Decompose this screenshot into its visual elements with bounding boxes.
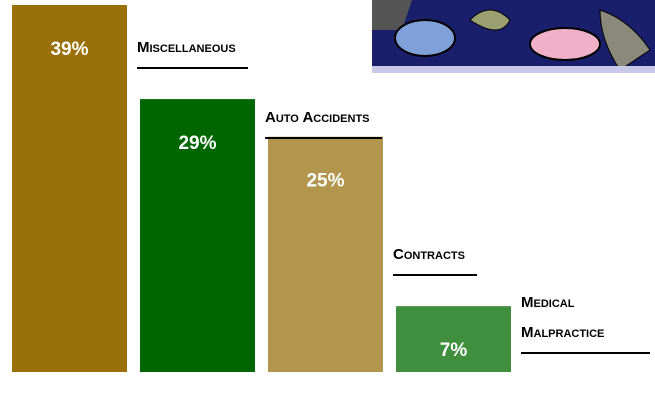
category-label: Contracts bbox=[393, 240, 477, 277]
value-label: 25% bbox=[306, 171, 344, 192]
bar bbox=[12, 5, 127, 372]
category-label: Auto Accidents bbox=[265, 103, 382, 140]
bar bbox=[396, 306, 511, 372]
value-label: 39% bbox=[50, 39, 88, 60]
value-label: 29% bbox=[178, 133, 216, 154]
bar bbox=[140, 99, 255, 372]
category-label: Medical Malpractice bbox=[521, 288, 650, 354]
category-label: Miscellaneous bbox=[137, 33, 248, 70]
clip-art bbox=[372, 0, 655, 73]
bar bbox=[268, 136, 383, 372]
value-label: 7% bbox=[440, 340, 468, 361]
